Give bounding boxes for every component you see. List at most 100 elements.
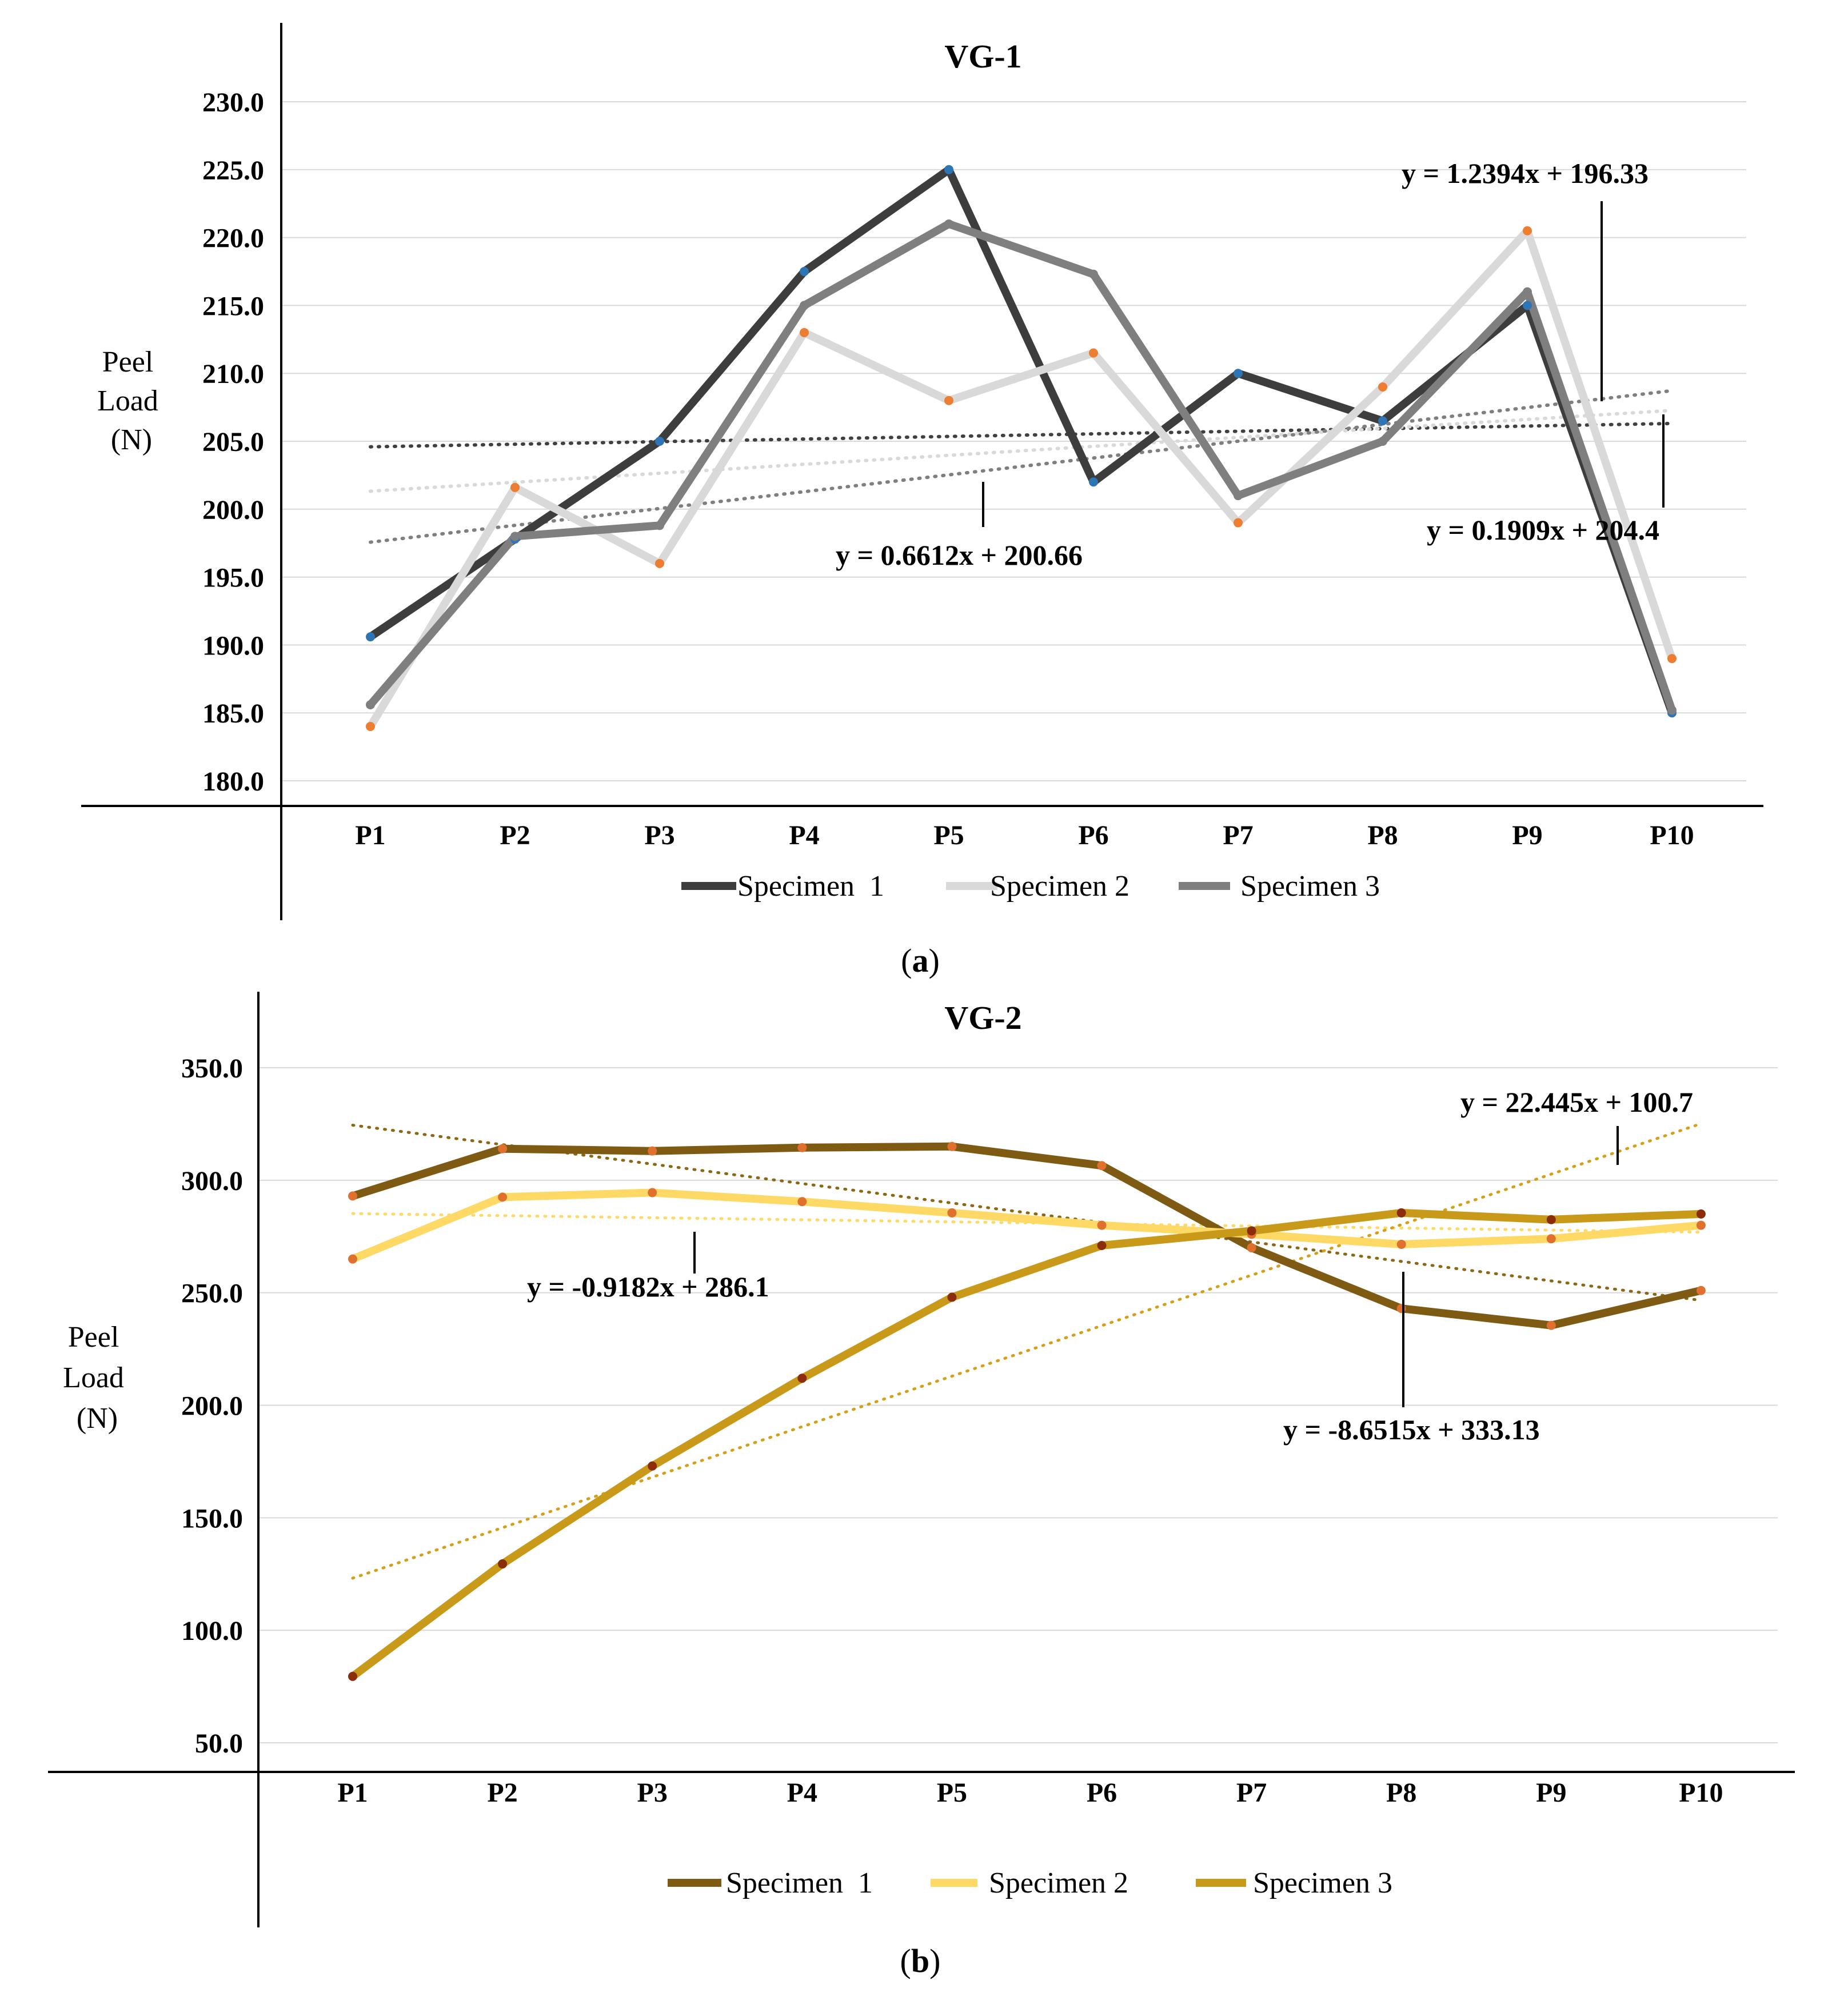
data-point-specimen2 bbox=[1089, 348, 1098, 358]
data-point-specimen1 bbox=[648, 1146, 657, 1156]
data-point-specimen2 bbox=[1234, 518, 1243, 528]
chart-vg1-markers bbox=[366, 165, 1677, 731]
chart-vg2-y-axis-label-line: (N) bbox=[77, 1402, 118, 1435]
caption-a-open: ( bbox=[901, 942, 912, 979]
data-point-specimen2 bbox=[1097, 1220, 1107, 1230]
caption-b-letter: b bbox=[911, 1942, 929, 1979]
data-point-specimen1 bbox=[1097, 1161, 1107, 1171]
data-point-specimen3 bbox=[1089, 269, 1098, 279]
trendline-equation-specimen1: y = 0.1909x + 204.4 bbox=[1427, 514, 1659, 546]
trendline-specimen1 bbox=[351, 1123, 1703, 1302]
trendline-specimen3 bbox=[369, 389, 1674, 544]
data-point-specimen3 bbox=[947, 1292, 957, 1302]
legend-label-specimen2: Specimen 2 bbox=[990, 870, 1129, 903]
trendline-equation-specimen1: y = -8.6515x + 333.13 bbox=[1283, 1414, 1540, 1446]
trendline-specimen3 bbox=[351, 1122, 1703, 1580]
chart-vg1-y-axis-label-line: Peel bbox=[102, 346, 154, 378]
data-point-specimen3 bbox=[797, 1374, 807, 1383]
caption-b-open: ( bbox=[900, 1942, 911, 1979]
chart-vg1: VG-1 Peel Load (N) 180.0 185.0 190.0 195.0 2… bbox=[81, 23, 1763, 920]
data-point-specimen2 bbox=[1667, 654, 1677, 664]
data-point-specimen2 bbox=[1396, 1240, 1406, 1249]
y-tick-label: 200.0 bbox=[202, 495, 264, 525]
x-tick-label: P3 bbox=[644, 820, 674, 851]
legend-label-specimen1: Specimen 1 bbox=[737, 870, 884, 903]
y-tick-label: 180.0 bbox=[202, 767, 264, 797]
chart-vg1-equation-callouts: y = 1.2394x + 196.33 y = 0.1909x + 204.4… bbox=[836, 157, 1665, 571]
data-point-specimen2 bbox=[498, 1192, 508, 1202]
x-tick-label: P1 bbox=[355, 820, 385, 851]
chart-vg1-series bbox=[366, 165, 1676, 730]
y-tick-label: 205.0 bbox=[202, 427, 264, 457]
chart-vg2-series bbox=[349, 1142, 1705, 1680]
x-tick-label: P8 bbox=[1386, 1778, 1416, 1808]
data-point-specimen2 bbox=[1378, 382, 1387, 392]
data-point-specimen2 bbox=[800, 328, 809, 337]
data-point-specimen1 bbox=[947, 1141, 957, 1151]
x-tick-label: P10 bbox=[1650, 820, 1694, 851]
y-tick-label: 210.0 bbox=[202, 359, 264, 389]
data-point-specimen3 bbox=[648, 1461, 657, 1471]
y-tick-label: 350.0 bbox=[181, 1053, 243, 1084]
x-tick-label: P9 bbox=[1512, 820, 1542, 851]
data-point-specimen3 bbox=[1234, 491, 1243, 501]
trendline-equation-specimen3: y = 22.445x + 100.7 bbox=[1460, 1086, 1693, 1118]
y-tick-label: 230.0 bbox=[202, 87, 264, 118]
data-point-specimen1 bbox=[366, 632, 375, 642]
y-tick-label: 50.0 bbox=[195, 1728, 243, 1759]
chart-vg2-y-axis-label-line: Peel bbox=[68, 1321, 119, 1354]
data-point-specimen1 bbox=[348, 1191, 357, 1201]
y-tick-label: 185.0 bbox=[202, 698, 264, 729]
x-tick-label: P7 bbox=[1223, 820, 1253, 851]
chart-vg2-x-tick-labels: P1 P2 P3 P4 P5 P6 P7 P8 P9 P10 bbox=[337, 1778, 1723, 1808]
caption-b: (b) bbox=[900, 1942, 941, 1979]
data-point-specimen1 bbox=[655, 437, 664, 446]
data-point-specimen3 bbox=[1523, 287, 1532, 297]
chart-vg1-y-axis-label: Peel Load (N) bbox=[97, 346, 166, 456]
chart-vg1-gridlines bbox=[281, 101, 1746, 781]
chart-vg1-y-tick-labels: 180.0 185.0 190.0 195.0 200.0 205.0 210.0 215.0… bbox=[202, 87, 264, 797]
chart-vg2-markers bbox=[348, 1141, 1706, 1681]
chart-vg1-title: VG-1 bbox=[944, 38, 1021, 75]
chart-vg1-trendlines bbox=[369, 389, 1674, 544]
data-point-specimen1 bbox=[1546, 1320, 1556, 1330]
data-point-specimen1 bbox=[1378, 416, 1387, 426]
data-point-specimen3 bbox=[1396, 1208, 1406, 1217]
data-point-specimen2 bbox=[510, 482, 520, 492]
data-point-specimen3 bbox=[366, 700, 375, 709]
data-point-specimen3 bbox=[1247, 1226, 1256, 1236]
data-point-specimen3 bbox=[1696, 1209, 1706, 1219]
data-point-specimen2 bbox=[1523, 226, 1532, 235]
series-line-specimen3 bbox=[366, 219, 1676, 714]
x-tick-label: P5 bbox=[937, 1778, 967, 1808]
data-point-specimen2 bbox=[947, 1208, 957, 1217]
chart-vg1-y-axis-label-line: (N) bbox=[111, 424, 152, 456]
legend-label-specimen3: Specimen 3 bbox=[1240, 870, 1380, 903]
series-line-specimen3 bbox=[349, 1208, 1705, 1680]
data-point-specimen2 bbox=[1696, 1220, 1706, 1230]
data-point-specimen3 bbox=[1097, 1240, 1107, 1250]
legend-label-specimen3: Specimen 3 bbox=[1253, 1867, 1392, 1899]
data-point-specimen1 bbox=[797, 1143, 807, 1152]
caption-b-close: ) bbox=[929, 1942, 940, 1979]
trendline-equation-specimen3: y = 1.2394x + 196.33 bbox=[1402, 157, 1649, 189]
trendline-specimen1 bbox=[369, 421, 1674, 449]
y-tick-label: 200.0 bbox=[181, 1391, 243, 1422]
data-point-specimen2 bbox=[797, 1197, 807, 1207]
y-tick-label: 250.0 bbox=[181, 1279, 243, 1309]
legend-label-specimen2: Specimen 2 bbox=[989, 1867, 1128, 1899]
chart-vg1-y-axis-label-line: Load bbox=[97, 385, 158, 417]
x-tick-label: P5 bbox=[933, 820, 964, 851]
data-point-specimen1 bbox=[1234, 369, 1243, 378]
data-point-specimen2 bbox=[648, 1188, 657, 1197]
data-point-specimen3 bbox=[498, 1559, 508, 1569]
chart-vg2-title: VG-2 bbox=[944, 999, 1021, 1036]
data-point-specimen2 bbox=[366, 721, 375, 731]
data-point-specimen1 bbox=[498, 1144, 508, 1153]
x-tick-label: P2 bbox=[487, 1778, 517, 1808]
x-tick-label: P6 bbox=[1078, 820, 1108, 851]
chart-vg1-x-tick-labels: P1 P2 P3 P4 P5 P6 P7 P8 P9 P10 bbox=[355, 820, 1694, 851]
chart-vg1-legend: Specimen 1 Specimen 2 Specimen 3 bbox=[681, 870, 1380, 903]
data-point-specimen3 bbox=[655, 521, 664, 530]
